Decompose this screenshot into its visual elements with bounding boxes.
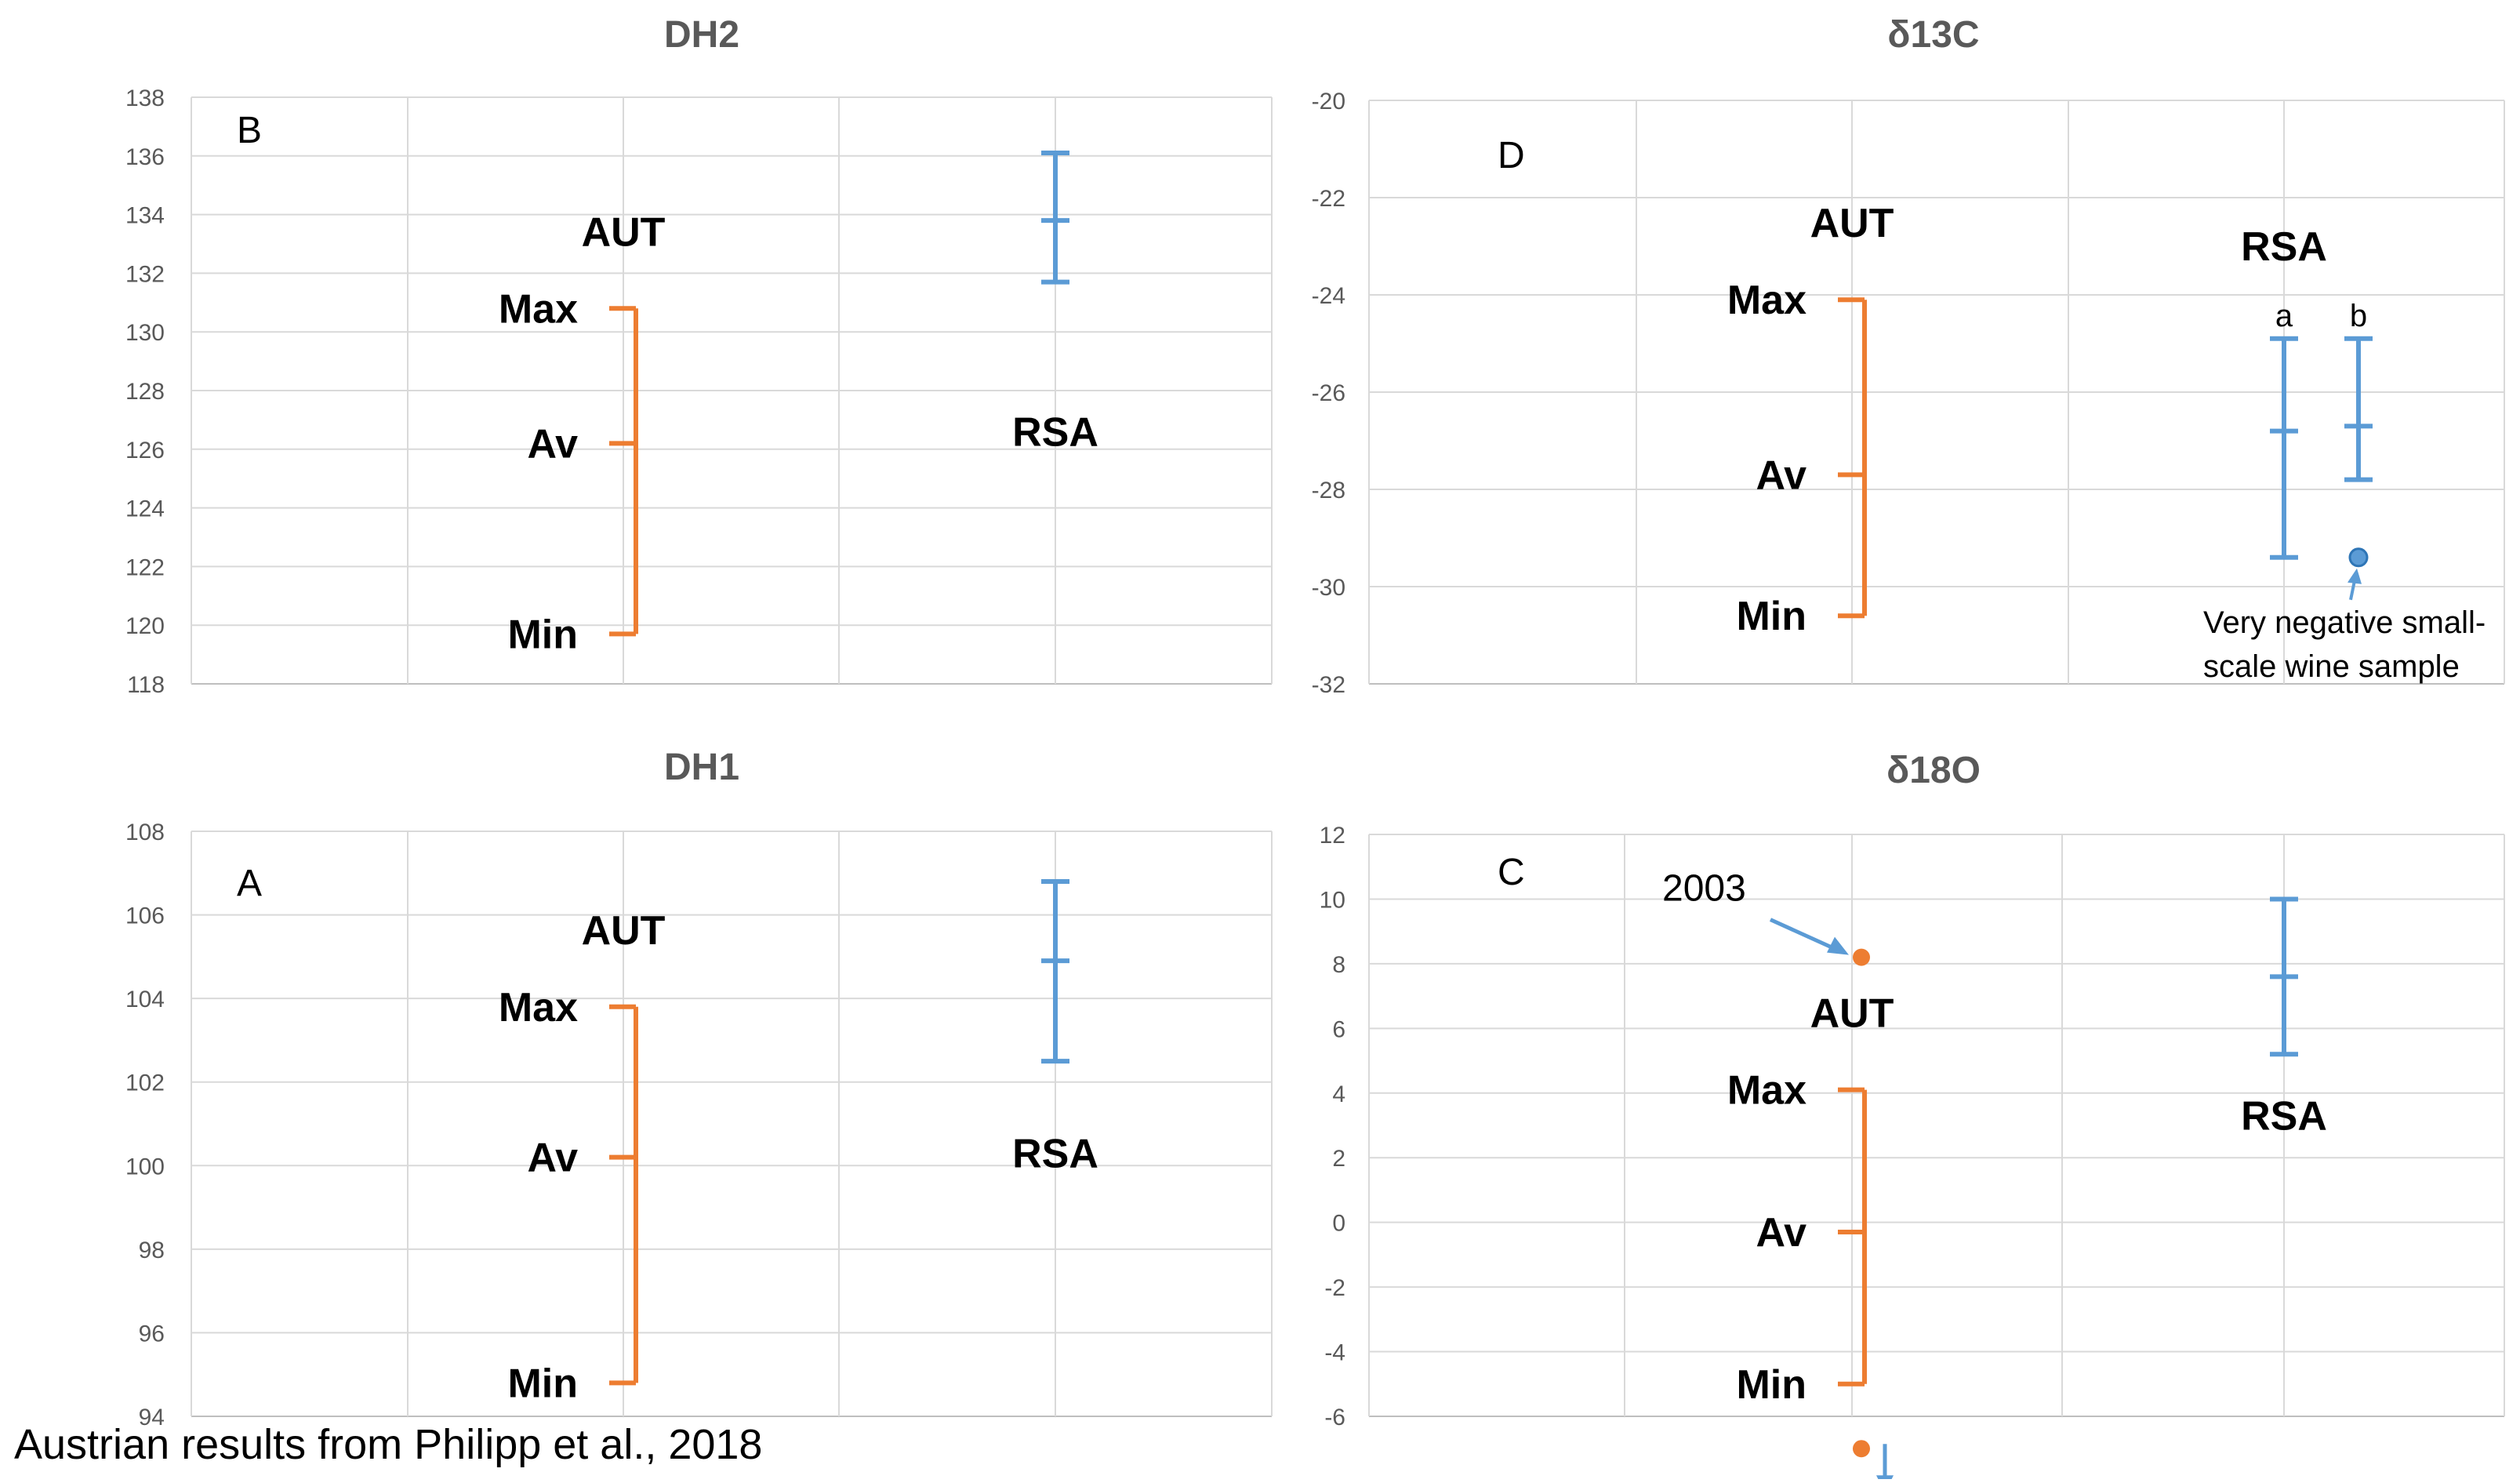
chart1-aut-category-label: AUT	[1810, 201, 1894, 246]
chart2-ytick-label: 102	[125, 1070, 165, 1096]
chart3-aut-max-label: Max	[1727, 1068, 1806, 1114]
chart3-aut-avg-label: Av	[1756, 1210, 1806, 1256]
chart0-aut-category-label: AUT	[582, 209, 666, 255]
chart1-ytick-label: -24	[1312, 283, 1345, 309]
chart1-aut-avg-label: Av	[1756, 453, 1806, 498]
chart0-rsa-category-label: RSA	[1012, 409, 1098, 455]
chart2-panel-letter: A	[237, 863, 262, 904]
chart3-rsa-category-label: RSA	[2241, 1094, 2327, 1140]
chart1-annotation-text: scale wine sample	[2203, 649, 2460, 684]
chart2-ytick-label: 106	[125, 903, 165, 929]
chart1-ytick-label: -26	[1312, 380, 1345, 406]
chart2-aut-category-label: AUT	[582, 908, 666, 954]
chart1-rsa-sub-label: b	[2350, 299, 2367, 333]
chart0-aut-max-label: Max	[499, 286, 578, 332]
chart0-aut-min-label: Min	[507, 612, 578, 657]
chart1-outlier-point	[2348, 547, 2369, 568]
chart0-ytick-label: 118	[127, 672, 165, 698]
chart3-point-arrow-shaft	[1769, 918, 1838, 951]
chart1-ytick-label: -20	[1312, 89, 1345, 114]
chart1-rsa-sub-label: a	[2275, 299, 2293, 333]
chart2-ytick-label: 98	[139, 1238, 165, 1263]
chart3-offscale-arrow-head	[1876, 1475, 1894, 1483]
chart2-ytick-label: 96	[139, 1321, 165, 1347]
chart3-point-label: 2003	[1662, 868, 1746, 910]
chart3-title: δ18O	[1886, 750, 1981, 791]
chart3-ytick-label: 8	[1332, 952, 1345, 978]
chart0-ytick-label: 126	[125, 438, 165, 463]
chart3-aut-category-label: AUT	[1810, 991, 1894, 1037]
chart0-ytick-label: 124	[125, 496, 165, 522]
chart2-aut-min-label: Min	[507, 1361, 578, 1406]
chart3-ytick-label: 4	[1332, 1081, 1345, 1107]
chart0-ytick-label: 128	[125, 379, 165, 405]
chart2-rsa-category-label: RSA	[1012, 1131, 1098, 1176]
chart2-aut-avg-label: Av	[527, 1136, 578, 1181]
chart3-ytick-label: 6	[1332, 1016, 1345, 1042]
chart1-panel-letter: D	[1498, 135, 1525, 176]
chart3-ytick-label: -6	[1324, 1405, 1345, 1430]
chart1-rsa-category-label: RSA	[2241, 224, 2327, 270]
chart1-ytick-label: -28	[1312, 478, 1345, 503]
chart0-ytick-label: 134	[125, 203, 165, 229]
chart1-annotation-text: Very negative small-	[2203, 605, 2486, 640]
chart3-point-arrow-head	[1827, 936, 1849, 955]
chart1-ytick-label: -30	[1312, 575, 1345, 601]
chart0-ytick-label: 120	[125, 613, 165, 639]
chart3-aut-point	[1853, 1440, 1870, 1458]
chart2-ytick-label: 94	[139, 1405, 165, 1430]
chart1-annotation-arrow-head	[2348, 568, 2362, 584]
chart1-aut-max-label: Max	[1727, 278, 1806, 323]
footer-note: Austrian results from Philipp et al., 20…	[14, 1421, 762, 1468]
chart0-ytick-label: 138	[125, 85, 165, 111]
chart0-ytick-label: 130	[125, 320, 165, 346]
chart1-ytick-label: -32	[1312, 672, 1345, 698]
chart0-ytick-label: 136	[125, 144, 165, 170]
chart2-ytick-label: 104	[125, 987, 165, 1012]
chart3-ytick-label: 0	[1332, 1211, 1345, 1237]
chart3-aut-min-label: Min	[1736, 1362, 1806, 1408]
chart0-ytick-label: 132	[125, 261, 165, 287]
chart3-ytick-label: 12	[1320, 823, 1345, 849]
chart2-title: DH1	[664, 747, 739, 788]
chart0-title: DH2	[664, 14, 739, 56]
chart1-aut-min-label: Min	[1736, 594, 1806, 639]
chart0-ytick-label: 122	[125, 554, 165, 580]
chart3-ytick-label: -2	[1324, 1275, 1345, 1301]
chart0-aut-avg-label: Av	[527, 421, 578, 467]
chart3-ytick-label: 2	[1332, 1146, 1345, 1172]
chart3-ytick-label: -4	[1324, 1340, 1345, 1366]
chart3-ytick-label: 10	[1320, 887, 1345, 913]
chart3-panel-letter: C	[1498, 852, 1525, 893]
chart3-aut-point	[1853, 948, 1870, 966]
chart1-title: δ13C	[1887, 14, 1979, 56]
chart0-panel-letter: B	[237, 110, 262, 151]
chart1-ytick-label: -22	[1312, 186, 1345, 212]
chart2-ytick-label: 108	[125, 820, 165, 845]
chart2-ytick-label: 100	[125, 1154, 165, 1179]
chart2-aut-max-label: Max	[499, 985, 578, 1030]
